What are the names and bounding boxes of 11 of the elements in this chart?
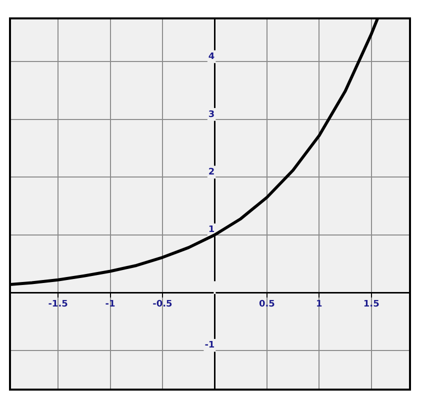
x-tick-label: -0.5 <box>152 299 172 310</box>
y-tick-label: 4 <box>208 52 215 62</box>
x-tick-label: -1.5 <box>48 299 68 310</box>
x-tick-label: 1 <box>316 299 322 310</box>
x-tick-label: 0.5 <box>258 299 275 310</box>
y-tick-label: 3 <box>208 110 215 120</box>
y-tick-label: 2 <box>208 168 215 178</box>
x-tick-label: -1 <box>105 299 116 310</box>
x-tick-label: 1.5 <box>363 299 380 310</box>
y-tick-label: -1 <box>204 340 215 351</box>
y-tick-label: 1 <box>208 225 215 236</box>
